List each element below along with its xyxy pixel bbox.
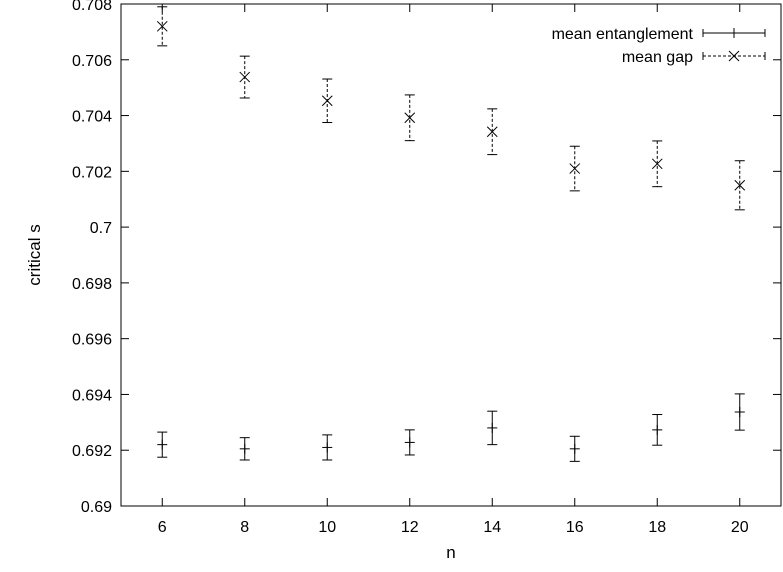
y-tick-label: 0.698 xyxy=(72,276,112,293)
y-tick-label: 0.704 xyxy=(72,109,112,126)
data-point xyxy=(321,78,333,124)
data-point xyxy=(322,434,333,461)
data-point xyxy=(487,410,498,446)
legend-entry: mean entanglement xyxy=(552,26,766,43)
y-tick-label: 0.7 xyxy=(90,220,112,237)
y-axis-label: critical s xyxy=(25,224,44,285)
y-tick-label: 0.702 xyxy=(72,164,112,181)
series-layer xyxy=(156,6,746,462)
legend-label: mean gap xyxy=(622,49,693,66)
data-point xyxy=(157,431,168,458)
data-point xyxy=(734,393,745,431)
data-point xyxy=(239,55,251,99)
y-tick-label: 0.706 xyxy=(72,53,112,70)
data-point-marker xyxy=(728,50,740,62)
data-point xyxy=(734,160,746,211)
x-tick-label: 8 xyxy=(240,519,249,536)
x-axis-label: n xyxy=(446,543,455,562)
data-point xyxy=(404,429,415,456)
data-point xyxy=(651,140,663,188)
y-tick-label: 0.69 xyxy=(81,499,112,516)
series-mean-entanglement xyxy=(157,393,745,462)
data-point xyxy=(652,414,663,446)
y-axis-ticks: 0.69 0.692 0.694 0.696 0.698 0.7 0.702 0.704 0.7… xyxy=(72,0,781,516)
y-tick-label: 0.708 xyxy=(72,0,112,14)
y-tick-label: 0.696 xyxy=(72,332,112,349)
x-tick-label: 14 xyxy=(483,519,501,536)
x-tick-label: 6 xyxy=(158,519,167,536)
x-tick-label: 12 xyxy=(401,519,419,536)
data-point-marker xyxy=(569,163,581,174)
legend-entry: mean gap xyxy=(622,49,766,66)
data-point xyxy=(569,145,581,192)
data-point xyxy=(569,435,580,462)
data-point-marker xyxy=(651,158,663,170)
y-tick-label: 0.694 xyxy=(72,387,112,404)
plot-frame xyxy=(120,3,782,507)
data-point-marker xyxy=(486,126,498,138)
data-point-marker xyxy=(734,179,746,191)
data-point xyxy=(486,108,498,156)
x-tick-label: 10 xyxy=(318,519,336,536)
data-point-marker xyxy=(239,71,251,83)
y-tick-label: 0.692 xyxy=(72,443,112,460)
legend-label: mean entanglement xyxy=(552,26,694,43)
x-tick-label: 20 xyxy=(731,519,749,536)
data-point xyxy=(239,437,250,461)
x-tick-label: 18 xyxy=(648,519,666,536)
data-point-marker xyxy=(404,112,416,124)
series-mean-gap xyxy=(156,6,746,211)
x-tick-label: 16 xyxy=(566,519,584,536)
legend: mean entanglement mean gap xyxy=(552,26,766,66)
data-point-marker xyxy=(321,95,333,107)
data-point xyxy=(156,6,168,47)
data-point-marker xyxy=(156,20,168,32)
data-point xyxy=(404,94,416,142)
x-axis-ticks: 6 8 10 12 14 16 18 20 xyxy=(158,4,749,536)
